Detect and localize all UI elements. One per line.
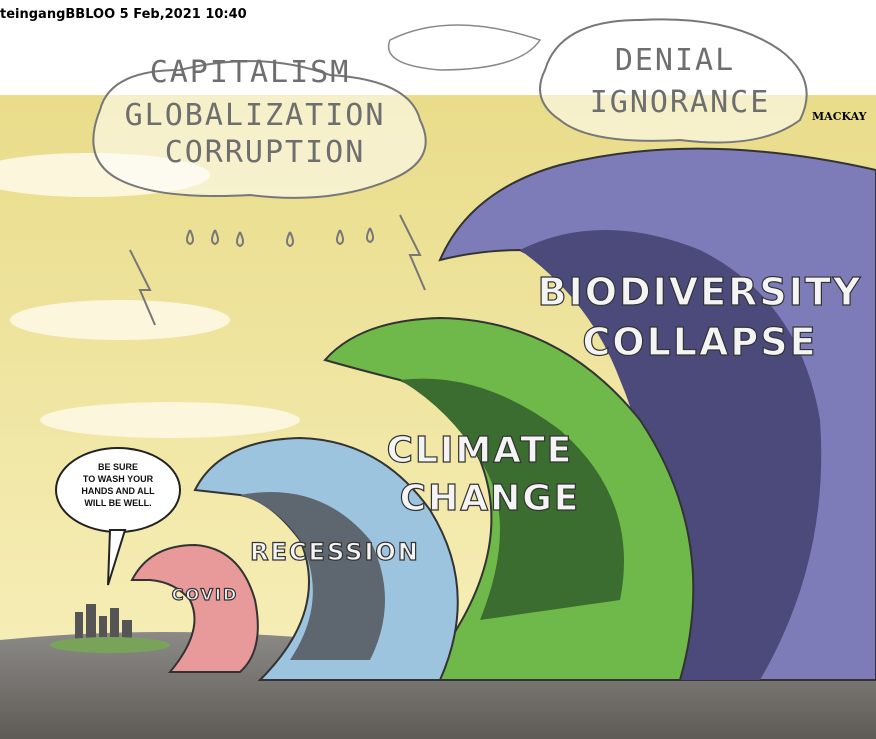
cartoon: teingangBBLOO 5 Feb,2021 10:40 CAPITALIS… [0,0,876,739]
speech-text: BE SURE [98,462,138,472]
signature: MACKAY [812,110,867,123]
wave-label: COVID [172,585,239,604]
cloud-text: DENIAL [615,43,735,78]
wave-label: BIODIVERSITY [538,270,863,314]
wave-label: COLLAPSE [582,320,817,364]
wave-label: RECESSION [250,538,420,566]
speech-text: WILL BE WELL. [84,498,151,508]
island [50,637,170,653]
wave-label: CHANGE [400,478,581,519]
cloud-text: CORRUPTION [165,135,366,170]
cloud-text: GLOBALIZATION [125,98,386,133]
cloud-text: CAPITALISM [150,55,351,90]
speech-text: HANDS AND ALL [81,486,155,496]
wave-label: CLIMATE [387,430,574,471]
cloud-text: IGNORANCE [590,85,771,120]
timestamp: teingangBBLOO 5 Feb,2021 10:40 [0,7,247,22]
speech-text: TO WASH YOUR [83,474,154,484]
